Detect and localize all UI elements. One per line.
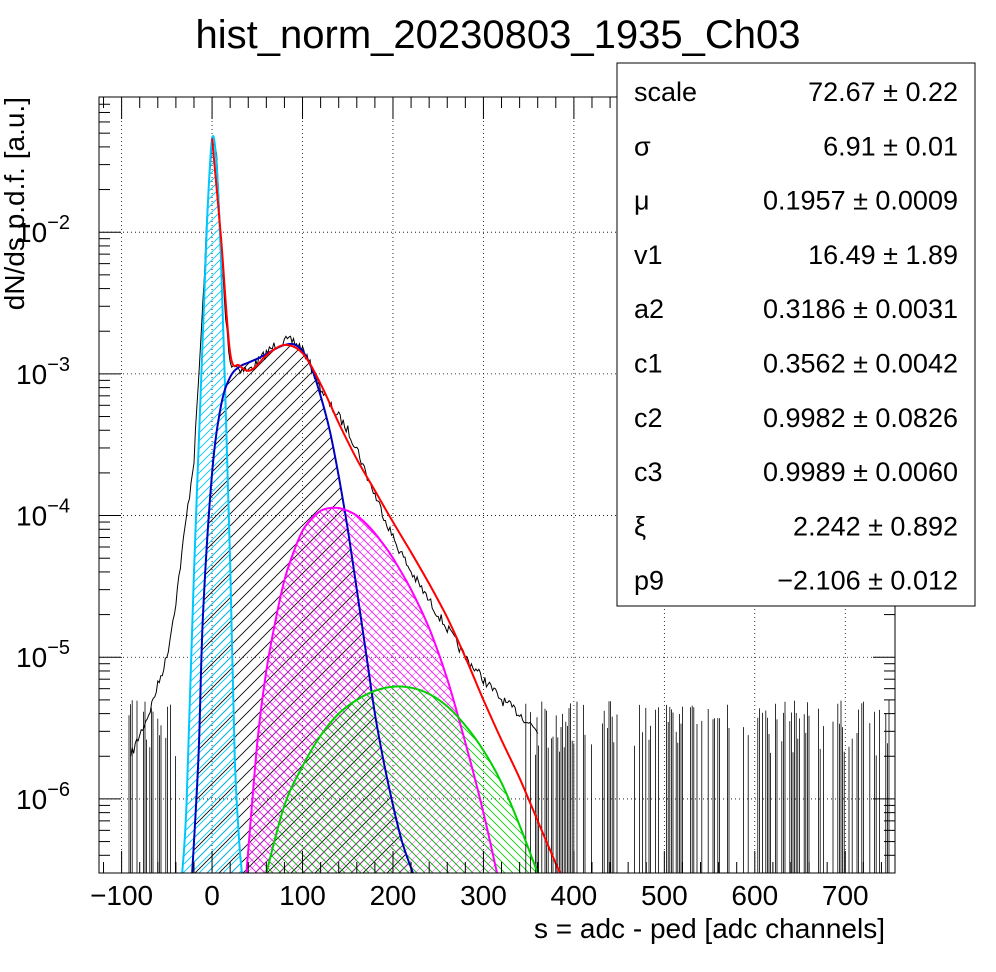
stat-name: σ [634, 131, 651, 161]
y-tick-label: 10−5 [16, 637, 70, 673]
x-tick-label: −100 [90, 880, 153, 911]
stat-value: 72.67 ± 0.22 [808, 77, 958, 107]
stat-name: c1 [634, 349, 663, 379]
stat-name: c2 [634, 403, 663, 433]
stat-value: 0.9982 ± 0.0826 [763, 403, 958, 433]
stat-name: a2 [634, 294, 664, 324]
y-tick-label: 10−6 [16, 779, 70, 815]
stat-value: 6.91 ± 0.01 [823, 131, 958, 161]
y-tick-label: 10−3 [16, 354, 70, 390]
fit-stats-box: scale 72.67 ± 0.22 σ 6.91 ± 0.01 μ 0.1957 ± 0… [616, 62, 976, 607]
stat-value: 0.3186 ± 0.0031 [763, 294, 958, 324]
histogram-tail-bins [128, 700, 890, 873]
stat-value: −2.106 ± 0.012 [777, 566, 958, 596]
stats-box-frame [616, 62, 976, 607]
x-tick-label: 0 [204, 880, 220, 911]
chart-title: hist_norm_20230803_1935_Ch03 [196, 13, 801, 57]
y-tick-labels: 10−6 10−5 10−4 10−3 10−2 [16, 212, 70, 815]
stat-name: p9 [634, 566, 664, 596]
stat-value: 16.49 ± 1.89 [808, 240, 958, 270]
stat-name: v1 [634, 240, 663, 270]
x-tick-label: 300 [460, 880, 507, 911]
x-tick-label: 400 [551, 880, 598, 911]
x-tick-label: 600 [731, 880, 778, 911]
x-tick-labels: −100 0 100 200 300 400 500 600 700 [90, 880, 869, 911]
x-tick-label: 500 [641, 880, 688, 911]
single-pe-curve [191, 342, 414, 873]
three-pe-fill [266, 686, 538, 873]
stat-name: c3 [634, 457, 663, 487]
total-fit-curve [211, 138, 562, 873]
stat-value: 0.3562 ± 0.0042 [763, 349, 958, 379]
stat-name: μ [634, 186, 650, 216]
pedestal-curve [181, 135, 243, 873]
stat-value: 0.1957 ± 0.0009 [763, 186, 958, 216]
series-lines [128, 135, 890, 873]
two-pe-curve [245, 506, 498, 873]
stat-name: ξ [634, 511, 646, 541]
x-tick-label: 700 [822, 880, 869, 911]
stat-value: 2.242 ± 0.892 [793, 511, 958, 541]
pedestal-fill [182, 136, 242, 873]
stat-value: 0.9989 ± 0.0060 [763, 457, 958, 487]
x-tick-label: 200 [370, 880, 417, 911]
y-axis-title: dN/ds p.d.f. [a.u.] [0, 97, 30, 310]
y-tick-label: 10−4 [16, 496, 70, 532]
x-axis-title: s = adc - ped [adc channels] [534, 913, 885, 944]
y-tick-label: 10−2 [16, 212, 70, 248]
x-tick-label: 100 [279, 880, 326, 911]
stat-name: scale [634, 77, 697, 107]
three-pe-curve [265, 685, 539, 873]
